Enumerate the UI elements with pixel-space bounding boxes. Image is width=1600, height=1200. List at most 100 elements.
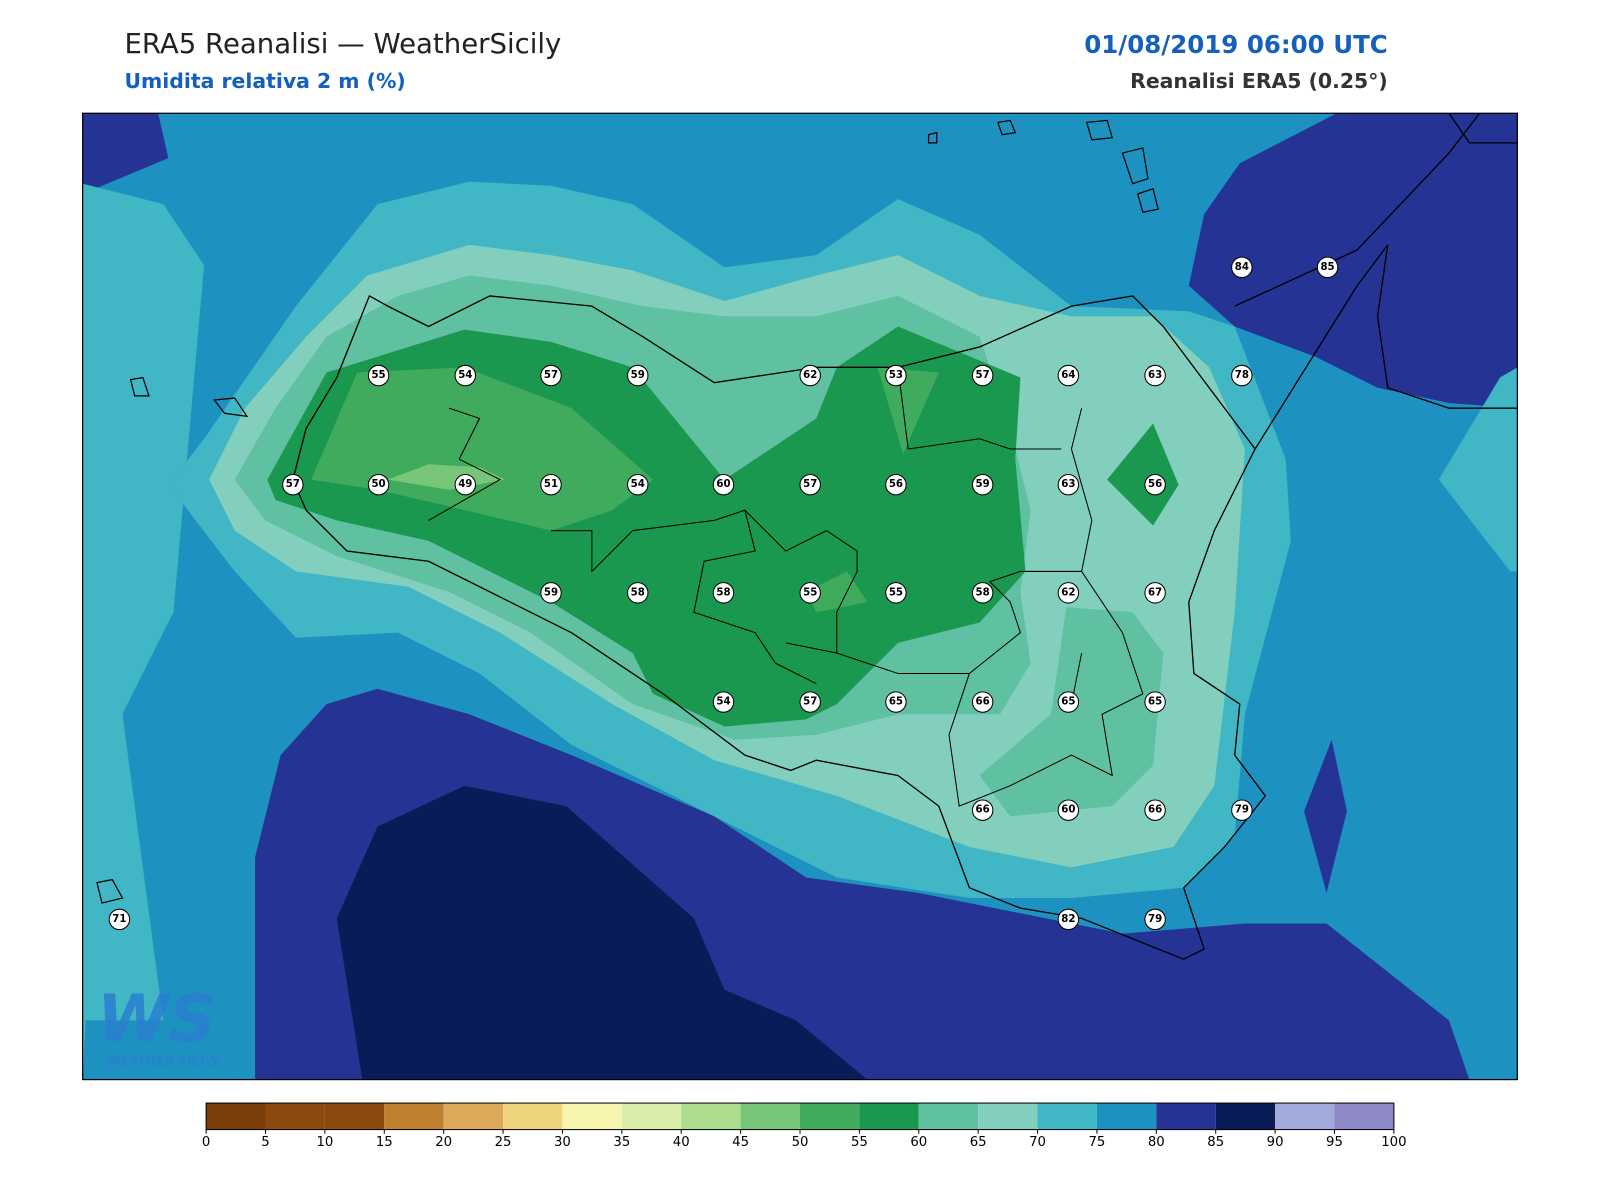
colorbar-segment [324, 1103, 385, 1130]
station-marker [1057, 799, 1080, 821]
station-marker [1144, 364, 1166, 387]
station: 82 [1057, 908, 1080, 931]
station-marker [799, 473, 821, 496]
station-value: 66 [976, 805, 990, 816]
station-marker [712, 691, 735, 713]
station: 65 [885, 691, 907, 713]
colorbar-segment [859, 1103, 919, 1130]
colorbar-tick-label: 45 [732, 1135, 749, 1150]
colorbar-tick-label: 50 [792, 1135, 809, 1150]
station-marker [971, 473, 994, 496]
station: 59 [540, 582, 562, 604]
station: 62 [1057, 582, 1080, 604]
station: 56 [885, 473, 907, 496]
station-value: 67 [1148, 587, 1162, 598]
station-marker [712, 473, 735, 496]
station: 66 [1144, 799, 1166, 821]
contour [1188, 113, 1518, 409]
station: 54 [454, 364, 477, 387]
station-value: 62 [1061, 587, 1075, 598]
station: 57 [799, 473, 821, 496]
station: 54 [712, 691, 735, 713]
station: 57 [799, 691, 821, 713]
datetime: 01/08/2019 06:00 UTC [1084, 30, 1388, 59]
station-marker [1231, 364, 1253, 387]
colorbar-tick-label: 0 [202, 1135, 210, 1150]
colorbar-segment [206, 1103, 266, 1130]
station-marker [885, 691, 907, 713]
station-value: 55 [889, 587, 903, 598]
station-marker [1231, 799, 1253, 821]
colorbar-segment [918, 1103, 979, 1130]
station: 49 [454, 473, 477, 496]
station-value: 59 [976, 479, 990, 490]
station: 79 [1231, 799, 1253, 821]
colorbar-tick-label: 5 [261, 1135, 269, 1150]
colorbar-tick-label: 35 [613, 1135, 630, 1150]
station-value: 82 [1061, 914, 1075, 925]
station-marker [1144, 908, 1166, 931]
station-value: 54 [631, 479, 645, 490]
station: 60 [712, 473, 735, 496]
colorbar-tick-label: 75 [1089, 1135, 1106, 1150]
colorbar-segment [740, 1103, 800, 1130]
colorbar-segment [1156, 1103, 1216, 1130]
station: 57 [282, 473, 304, 496]
map-frame [82, 112, 1518, 1081]
station-marker [971, 691, 994, 713]
station-marker [627, 473, 649, 496]
colorbar-segment [800, 1103, 860, 1130]
station-value: 57 [803, 697, 817, 708]
colorbar-tick-label: 65 [970, 1135, 987, 1150]
station-marker [540, 364, 562, 387]
contour [1304, 739, 1347, 893]
station-value: 56 [889, 479, 903, 490]
station-value: 63 [1148, 370, 1162, 381]
logo-mark: WS [97, 981, 216, 1057]
station: 53 [885, 364, 907, 387]
colorbar-segment [978, 1103, 1038, 1130]
coastline [292, 294, 1267, 960]
station: 65 [1057, 691, 1080, 713]
station-value: 54 [458, 370, 472, 381]
station: 66 [971, 691, 994, 713]
station-value: 57 [976, 370, 990, 381]
field: 84 85 55 54 57 59 62 53 57 64 63 78 57 50 49 51 54 60 57 56… [82, 113, 1518, 1080]
station-marker [885, 473, 907, 496]
station-marker [540, 473, 562, 496]
station-marker [971, 582, 994, 604]
station: 55 [367, 364, 390, 387]
station-marker [627, 364, 649, 387]
colorbar-tick-label: 40 [673, 1135, 690, 1150]
station-marker [1144, 473, 1166, 496]
station-value: 66 [976, 697, 990, 708]
station-marker [885, 582, 907, 604]
coastline [1234, 113, 1518, 450]
station-value: 51 [544, 479, 558, 490]
colorbar-segment [384, 1103, 444, 1130]
colorbar-tick-label: 85 [1207, 1135, 1224, 1150]
colorbar-segment [681, 1103, 741, 1130]
station-marker [540, 582, 562, 604]
station-value: 65 [1061, 697, 1075, 708]
logo: WS WEATHER SICILY [97, 981, 220, 1068]
station: 58 [627, 582, 649, 604]
station-marker [1144, 799, 1166, 821]
station-value: 57 [286, 479, 300, 490]
station-marker [1316, 256, 1339, 279]
station-value: 65 [889, 697, 903, 708]
station-value: 57 [544, 370, 558, 381]
station-marker [627, 582, 649, 604]
station-value: 53 [889, 370, 903, 381]
colorbar-segment [1215, 1103, 1276, 1130]
contour [1107, 423, 1179, 526]
station: 62 [799, 364, 821, 387]
island [96, 119, 1159, 904]
station-marker [1057, 582, 1080, 604]
station-marker [454, 364, 477, 387]
colorbar-segment [621, 1103, 682, 1130]
colorbar-segment [443, 1103, 504, 1130]
station-value: 60 [716, 479, 730, 490]
station: 84 [1231, 256, 1253, 279]
